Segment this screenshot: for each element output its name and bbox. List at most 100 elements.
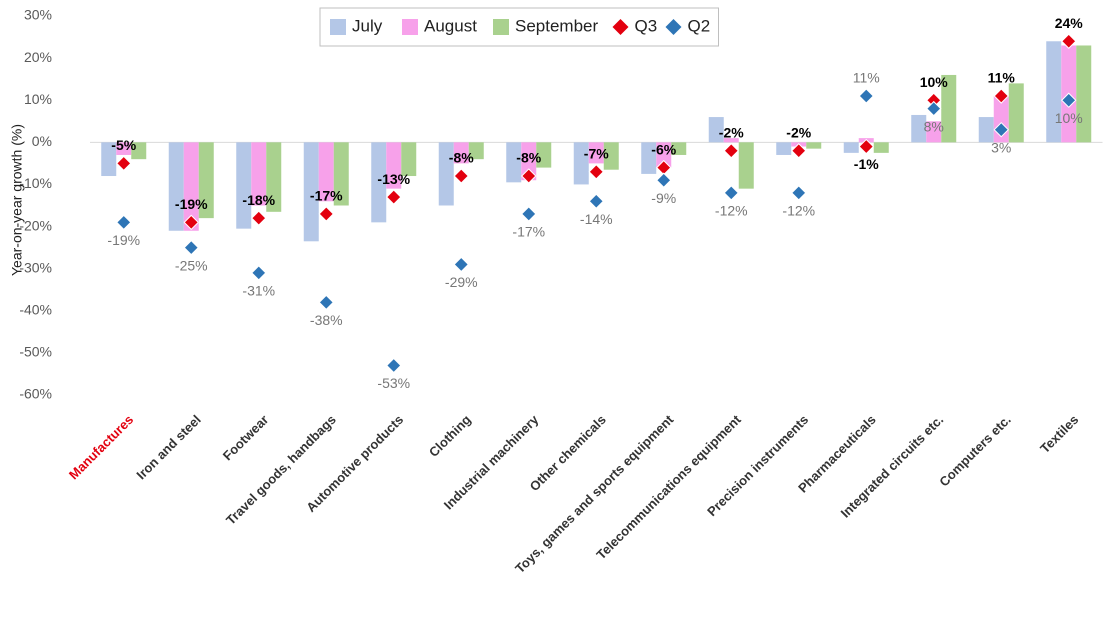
y-tick-label: 0%: [32, 133, 52, 149]
marker: [791, 143, 807, 159]
bar: [266, 142, 282, 212]
data-label: -8%: [516, 150, 541, 166]
x-tick-label: Manufactures: [66, 412, 136, 482]
bar: [438, 142, 454, 206]
bar: [318, 142, 334, 202]
bar: [183, 142, 199, 231]
data-label: 11%: [853, 70, 880, 86]
data-label: -2%: [786, 124, 811, 140]
bar: [588, 142, 604, 164]
marker: [723, 185, 739, 201]
bar: [708, 117, 724, 143]
data-label: -2%: [719, 124, 744, 140]
marker: [251, 210, 267, 226]
data-label: -5%: [111, 137, 136, 153]
data-label: 8%: [924, 118, 944, 134]
bar: [386, 142, 402, 189]
data-label: -17%: [310, 188, 343, 204]
bar: [198, 142, 214, 219]
legend-label: August: [424, 16, 477, 35]
bar: [573, 142, 589, 185]
bar: [521, 142, 537, 181]
bar: [333, 142, 349, 206]
bar: [873, 142, 889, 153]
marker: [318, 206, 334, 222]
data-label: -38%: [310, 312, 343, 328]
bar: [641, 142, 657, 174]
x-tick-label: Travel goods, handbags: [223, 412, 339, 528]
bar: [236, 142, 252, 229]
y-tick-label: 10%: [24, 91, 52, 107]
data-label: -7%: [584, 146, 609, 162]
bar: [371, 142, 387, 223]
x-tick-label: Clothing: [426, 412, 474, 460]
x-tick-label: Iron and steel: [133, 412, 203, 482]
bar: [536, 142, 552, 168]
bar: [1076, 45, 1092, 143]
marker: [656, 172, 672, 188]
data-label: 3%: [991, 139, 1011, 155]
data-label: 24%: [1055, 15, 1084, 31]
bar: [806, 142, 822, 149]
legend: July August September Q3 Q2: [319, 7, 719, 47]
y-tick-label: -50%: [19, 344, 52, 360]
bar: [1008, 83, 1024, 143]
data-label: -19%: [107, 232, 140, 248]
x-tick-label: Textiles: [1037, 412, 1081, 456]
marker: [453, 256, 469, 273]
marker: [386, 189, 402, 205]
bar: [911, 114, 927, 143]
marker: [453, 168, 469, 184]
y-tick-label: -40%: [19, 301, 52, 317]
x-tick-label: Telecommunications equipment: [593, 411, 744, 562]
marker: [858, 88, 874, 104]
marker: [993, 88, 1009, 104]
x-tick-label: Footwear: [220, 412, 271, 463]
marker: [791, 185, 807, 201]
bar: [251, 142, 267, 206]
y-tick-label: 30%: [24, 7, 52, 23]
marker: [588, 164, 604, 180]
data-label: -17%: [512, 224, 545, 240]
bar: [131, 142, 147, 160]
data-label: -14%: [580, 211, 613, 227]
marker: [386, 357, 402, 374]
data-label: -1%: [854, 156, 879, 172]
y-tick-label: -60%: [19, 386, 52, 402]
legend-swatch: [612, 19, 629, 35]
bar: [1046, 41, 1062, 143]
y-tick-label: -20%: [19, 217, 52, 233]
bar: [468, 142, 484, 160]
data-label: -6%: [651, 141, 676, 157]
bar: [453, 142, 469, 164]
bar: [506, 142, 522, 183]
bar: [738, 142, 754, 189]
marker: [1061, 33, 1077, 49]
bar: [978, 117, 994, 143]
marker: [116, 214, 132, 231]
marker: [858, 138, 874, 155]
marker: [183, 239, 199, 256]
legend-label: September: [515, 16, 598, 35]
legend-swatch: [402, 19, 418, 35]
bar: [168, 142, 184, 231]
data-label: -9%: [651, 190, 676, 206]
data-label: -12%: [782, 203, 815, 219]
bar: [843, 142, 859, 153]
data-label: 10%: [1055, 110, 1083, 126]
legend-swatch: [493, 19, 509, 35]
y-tick-label: -10%: [19, 175, 52, 191]
bar: [603, 142, 619, 170]
marker: [521, 168, 537, 184]
data-label: -29%: [445, 274, 478, 290]
data-label: -53%: [377, 375, 410, 391]
marker: [1061, 92, 1077, 108]
bar: [401, 142, 417, 177]
x-tick-label: Computers etc.: [936, 412, 1014, 490]
marker: [723, 143, 739, 159]
bar: [723, 138, 739, 143]
bar: [101, 142, 117, 177]
legend-label: Q2: [688, 16, 711, 35]
y-axis-label: Year-on-year growth (%): [9, 124, 25, 276]
